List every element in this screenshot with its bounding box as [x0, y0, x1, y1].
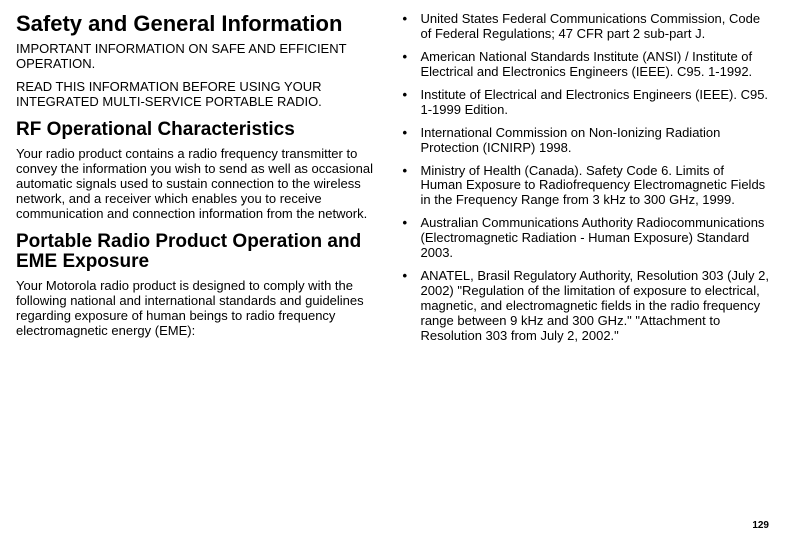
section-heading-rf: RF Operational Characteristics: [16, 120, 383, 141]
intro-paragraph-2: READ THIS INFORMATION BEFORE USING YOUR …: [16, 80, 383, 110]
bullet-icon: •: [403, 88, 421, 103]
list-item: •Australian Communications Authority Rad…: [403, 216, 770, 261]
list-item-text: Institute of Electrical and Electronics …: [421, 88, 770, 118]
list-item-text: United States Federal Communications Com…: [421, 12, 770, 42]
right-column: •United States Federal Communications Co…: [403, 12, 770, 352]
list-item: •Institute of Electrical and Electronics…: [403, 88, 770, 118]
list-item: •United States Federal Communications Co…: [403, 12, 770, 42]
list-item: •American National Standards Institute (…: [403, 50, 770, 80]
bullet-icon: •: [403, 269, 421, 284]
bullet-icon: •: [403, 126, 421, 141]
list-item-text: International Commission on Non-Ionizing…: [421, 126, 770, 156]
list-item-text: American National Standards Institute (A…: [421, 50, 770, 80]
bullet-icon: •: [403, 216, 421, 231]
list-item-text: Australian Communications Authority Radi…: [421, 216, 770, 261]
bullet-icon: •: [403, 164, 421, 179]
page-number: 129: [752, 520, 769, 531]
main-heading: Safety and General Information: [16, 12, 383, 36]
eme-paragraph: Your Motorola radio product is designed …: [16, 279, 383, 339]
intro-paragraph-1: IMPORTANT INFORMATION ON SAFE AND EFFICI…: [16, 42, 383, 72]
list-item-text: ANATEL, Brasil Regulatory Authority, Res…: [421, 269, 770, 344]
standards-list: •United States Federal Communications Co…: [403, 12, 770, 344]
page-columns: Safety and General Information IMPORTANT…: [16, 12, 769, 352]
bullet-icon: •: [403, 12, 421, 27]
section-heading-eme: Portable Radio Product Operation and EME…: [16, 232, 383, 274]
list-item: •Ministry of Health (Canada). Safety Cod…: [403, 164, 770, 209]
list-item: •ANATEL, Brasil Regulatory Authority, Re…: [403, 269, 770, 344]
bullet-icon: •: [403, 50, 421, 65]
left-column: Safety and General Information IMPORTANT…: [16, 12, 383, 352]
rf-paragraph: Your radio product contains a radio freq…: [16, 147, 383, 222]
list-item: •International Commission on Non-Ionizin…: [403, 126, 770, 156]
list-item-text: Ministry of Health (Canada). Safety Code…: [421, 164, 770, 209]
